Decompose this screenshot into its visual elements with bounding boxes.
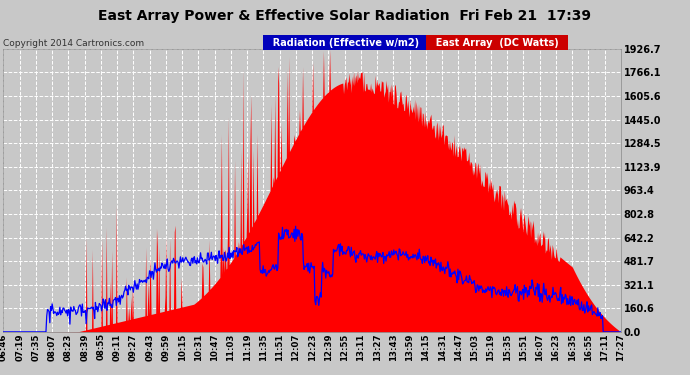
Text: East Array Power & Effective Solar Radiation  Fri Feb 21  17:39: East Array Power & Effective Solar Radia… [99, 9, 591, 23]
Text: East Array  (DC Watts): East Array (DC Watts) [429, 38, 566, 48]
Text: Copyright 2014 Cartronics.com: Copyright 2014 Cartronics.com [3, 39, 145, 48]
Text: Radiation (Effective w/m2): Radiation (Effective w/m2) [266, 38, 426, 48]
